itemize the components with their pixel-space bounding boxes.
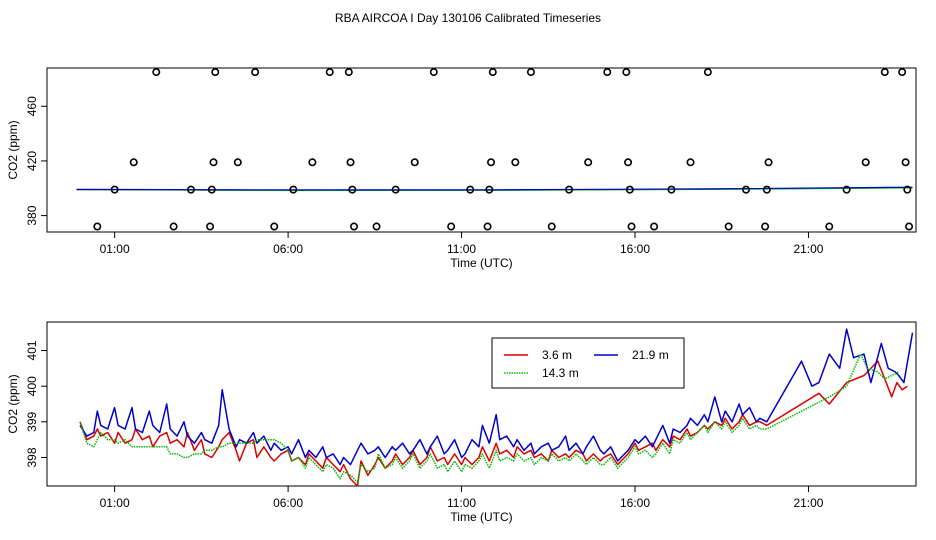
top-point-43 — [703, 68, 712, 77]
top-y-tick-label-0: 380 — [25, 205, 39, 225]
top-point-3 — [152, 68, 161, 77]
bottom-x-tick-label-1: 06:00 — [273, 496, 303, 510]
legend-label-0: 3.6 m — [542, 348, 572, 362]
legend-label-2: 14.3 m — [542, 366, 579, 380]
bottom-y-axis-label: CO2 (ppm) — [6, 374, 20, 433]
top-point-50 — [842, 185, 851, 194]
top-point-33 — [565, 185, 574, 194]
top-point-26 — [483, 222, 492, 231]
top-point-25 — [466, 185, 475, 194]
top-x-axis-label: Time (UTC) — [450, 256, 512, 270]
top-point-31 — [526, 68, 535, 77]
top-reference-line-2 — [76, 186, 913, 191]
top-point-9 — [207, 185, 216, 194]
top-point-12 — [270, 222, 279, 231]
bottom-plot-area — [79, 328, 914, 486]
top-point-17 — [346, 158, 355, 167]
bottom-x-axis-label: Time (UTC) — [450, 510, 512, 524]
top-point-41 — [667, 185, 676, 194]
top-y-tick-label-1: 420 — [25, 151, 39, 171]
top-point-14 — [308, 158, 317, 167]
top-point-20 — [372, 222, 381, 231]
top-point-7 — [209, 158, 218, 167]
top-point-55 — [903, 185, 912, 194]
top-point-38 — [625, 185, 634, 194]
legend: 3.6 m 21.9 m 14.3 m — [491, 337, 685, 389]
bottom-y-tick-label-0: 398 — [25, 447, 39, 467]
bottom-plot-frame — [46, 321, 917, 487]
top-point-48 — [764, 158, 773, 167]
top-point-0 — [93, 222, 102, 231]
panel-bottom-lines: 01:00 06:00 11:00 16:00 21:00 398 399 400 401 Tim… — [6, 321, 917, 524]
top-point-35 — [603, 68, 612, 77]
top-point-34 — [584, 158, 593, 167]
bottom-series-line-2 — [79, 353, 900, 484]
bottom-series-line-0 — [79, 360, 908, 486]
chart-title: RBA AIRCOA I Day 130106 Calibrated Times… — [335, 11, 601, 25]
top-y-tick-label-2: 460 — [25, 96, 39, 116]
legend-box — [491, 337, 685, 389]
top-point-30 — [511, 158, 520, 167]
top-x-tick-label-4: 21:00 — [793, 242, 823, 256]
top-point-36 — [622, 68, 631, 77]
top-point-53 — [898, 68, 907, 77]
top-point-37 — [624, 158, 633, 167]
top-point-27 — [485, 185, 494, 194]
top-point-29 — [488, 68, 497, 77]
top-point-1 — [110, 185, 119, 194]
top-point-21 — [391, 185, 400, 194]
top-y-axis-label: CO2 (ppm) — [6, 120, 20, 179]
top-point-23 — [429, 68, 438, 77]
top-point-47 — [762, 185, 771, 194]
top-x-tick-label-3: 16:00 — [620, 242, 650, 256]
top-plot-frame — [46, 67, 917, 233]
bottom-x-tick-label-2: 11:00 — [447, 496, 476, 510]
bottom-y-tick-label-1: 399 — [25, 411, 39, 431]
top-point-51 — [861, 158, 870, 167]
top-x-tick-label-1: 06:00 — [273, 242, 303, 256]
top-point-46 — [761, 222, 770, 231]
top-point-40 — [650, 222, 659, 231]
top-point-5 — [186, 185, 195, 194]
bottom-y-tick-label-3: 401 — [25, 340, 39, 360]
top-point-13 — [289, 185, 298, 194]
bottom-y-tick-label-2: 400 — [25, 376, 39, 396]
top-point-24 — [447, 222, 456, 231]
top-point-18 — [348, 185, 357, 194]
top-x-tick-label-2: 11:00 — [447, 242, 476, 256]
top-point-39 — [627, 222, 636, 231]
top-point-56 — [905, 222, 914, 231]
top-point-2 — [129, 158, 138, 167]
legend-label-1: 21.9 m — [632, 348, 669, 362]
top-point-44 — [724, 222, 733, 231]
top-point-8 — [211, 68, 220, 77]
top-point-16 — [344, 68, 353, 77]
top-point-52 — [880, 68, 889, 77]
top-plot-area — [76, 68, 914, 231]
top-point-42 — [686, 158, 695, 167]
top-point-6 — [206, 222, 215, 231]
top-point-15 — [325, 68, 334, 77]
top-point-54 — [901, 158, 910, 167]
top-point-28 — [487, 158, 496, 167]
top-point-22 — [410, 158, 419, 167]
top-point-49 — [825, 222, 834, 231]
top-point-45 — [742, 185, 751, 194]
top-x-tick-label-0: 01:00 — [100, 242, 130, 256]
top-point-19 — [350, 222, 359, 231]
top-point-4 — [169, 222, 178, 231]
bottom-x-tick-label-0: 01:00 — [100, 496, 130, 510]
panel-top-scatter: 01:00 06:00 11:00 16:00 21:00 380 420 460 Time (… — [6, 67, 917, 270]
bottom-x-tick-label-4: 21:00 — [793, 496, 823, 510]
top-point-32 — [547, 222, 556, 231]
top-point-11 — [251, 68, 260, 77]
top-point-10 — [233, 158, 242, 167]
bottom-series-line-1 — [79, 328, 914, 466]
bottom-x-tick-label-3: 16:00 — [620, 496, 650, 510]
